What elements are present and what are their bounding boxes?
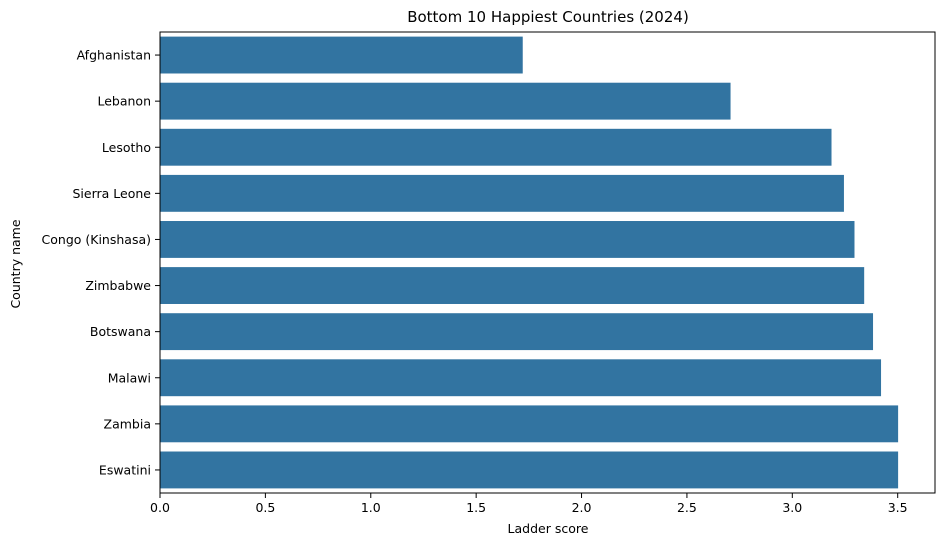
x-tick-label: 3.0: [782, 500, 802, 515]
x-axis-label: Ladder score: [508, 521, 589, 536]
bar: [160, 221, 855, 258]
bar: [160, 451, 899, 489]
y-tick-label: Lesotho: [102, 140, 151, 155]
y-tick-label: Lebanon: [97, 94, 151, 109]
bar: [160, 267, 865, 304]
bar: [160, 82, 731, 120]
y-tick-label: Afghanistan: [77, 48, 151, 63]
y-tick-label: Botswana: [90, 324, 151, 339]
y-tick-label: Sierra Leone: [73, 186, 152, 201]
x-tick-label: 3.5: [888, 500, 908, 515]
plot-area: Afghanistan Lebanon Lesotho Sierra Leone Con…: [42, 31, 936, 515]
x-tick-label: 1.5: [466, 500, 486, 515]
bar: [160, 405, 899, 443]
y-tick-label: Congo (Kinshasa): [42, 232, 151, 247]
y-axis-label: Country name: [8, 219, 23, 308]
y-tick-label: Eswatini: [99, 462, 151, 477]
bar: [160, 128, 832, 166]
x-tick-label: 2.0: [572, 500, 592, 515]
x-tick-label: 2.5: [677, 500, 697, 515]
chart-title: Bottom 10 Happiest Countries (2024): [407, 8, 689, 26]
y-tick-label: Zambia: [104, 416, 151, 431]
plot-frame: [159, 31, 936, 494]
bar: [160, 359, 882, 397]
bar: [160, 313, 874, 351]
y-tick-label: Malawi: [108, 370, 151, 385]
x-tick-label: 1.0: [361, 500, 381, 515]
bar: [160, 174, 844, 212]
bar: [160, 36, 523, 74]
y-tick-label: Zimbabwe: [85, 278, 151, 293]
x-tick-label: 0.0: [150, 500, 170, 515]
x-tick-label: 0.5: [255, 500, 275, 515]
